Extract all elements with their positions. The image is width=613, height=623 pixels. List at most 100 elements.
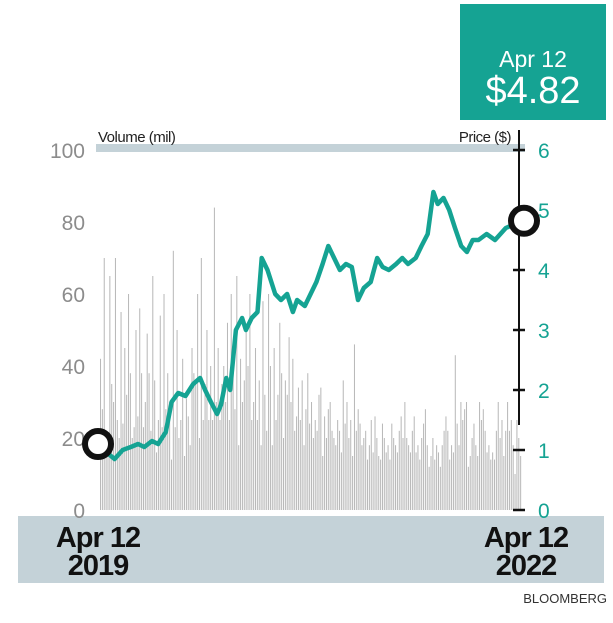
volume-bar xyxy=(266,430,268,510)
volume-bar xyxy=(432,438,434,510)
volume-bar xyxy=(507,402,509,510)
volume-bar xyxy=(124,348,126,510)
volume-bar xyxy=(467,466,469,510)
volume-bar xyxy=(340,452,342,510)
volume-bar xyxy=(249,294,251,510)
volume-bar xyxy=(484,430,486,510)
volume-bar xyxy=(512,445,514,510)
volume-bar xyxy=(172,250,174,511)
volume-bar xyxy=(215,402,217,510)
volume-bar xyxy=(296,416,298,510)
left-tick-label: 80 xyxy=(62,212,85,235)
volume-bar xyxy=(262,301,264,510)
x-label-start-line1: Apr 12 xyxy=(55,522,141,554)
volume-bar xyxy=(391,423,393,510)
volume-bar xyxy=(464,409,466,510)
volume-bar xyxy=(213,207,215,510)
volume-bar xyxy=(460,402,462,510)
volume-bar xyxy=(387,445,389,510)
volume-bar xyxy=(473,423,475,510)
volume-bar xyxy=(359,423,361,510)
left-axis-ticks: 0 20 40 60 80 100 xyxy=(50,140,85,523)
volume-bar xyxy=(381,423,383,510)
volume-bar xyxy=(128,294,130,510)
volume-bar xyxy=(458,445,460,510)
right-tick-label: 6 xyxy=(538,140,550,163)
volume-bar xyxy=(301,380,303,510)
volume-bar xyxy=(479,402,481,510)
volume-bar xyxy=(282,438,285,510)
volume-bar xyxy=(475,445,477,510)
volume-bar xyxy=(456,423,458,510)
volume-bar xyxy=(421,438,423,510)
volume-bar xyxy=(367,459,369,510)
x-label-start: Apr 12 2019 xyxy=(52,522,144,581)
volume-bar xyxy=(380,459,382,510)
volume-bar xyxy=(353,344,355,510)
volume-bar xyxy=(516,420,518,510)
volume-bar xyxy=(518,438,520,510)
volume-bar xyxy=(508,430,510,510)
volume-bar xyxy=(424,409,426,510)
volume-bar xyxy=(292,358,294,510)
callout-price: $4.82 xyxy=(485,70,581,112)
volume-bar xyxy=(297,387,299,510)
volume-bar xyxy=(400,416,402,510)
volume-bar xyxy=(378,456,380,510)
volume-bar xyxy=(408,445,410,510)
volume-bar xyxy=(288,337,290,510)
volume-bar xyxy=(142,427,144,510)
volume-bar xyxy=(365,430,367,510)
volume-bar xyxy=(187,416,189,510)
volume-bar xyxy=(210,366,212,510)
volume-bar xyxy=(428,466,430,510)
volume-bar xyxy=(247,366,249,510)
volume-bar xyxy=(277,394,279,510)
callout-date: Apr 12 xyxy=(499,46,567,72)
volume-bar xyxy=(169,402,171,510)
volume-bar xyxy=(129,373,131,510)
volume-bar xyxy=(122,423,124,510)
volume-bar xyxy=(339,430,341,510)
volume-bar xyxy=(490,459,492,510)
right-axis-ticks: 0 1 2 3 4 5 6 xyxy=(513,140,550,523)
volume-bar xyxy=(156,452,158,510)
volume-bar xyxy=(118,438,120,510)
left-tick-label: 0 xyxy=(73,500,85,523)
volume-bar xyxy=(241,402,243,510)
volume-bar xyxy=(404,402,406,510)
volume-bar xyxy=(271,445,273,510)
volume-bar xyxy=(311,402,313,510)
volume-bar xyxy=(462,420,464,510)
volume-bar xyxy=(176,330,178,510)
volume-bar xyxy=(184,456,186,510)
volume-bar xyxy=(103,258,105,510)
volume-bar xyxy=(202,420,204,510)
volume-bar xyxy=(480,420,482,510)
volume-bar xyxy=(465,402,468,510)
volume-bar xyxy=(157,420,159,510)
right-tick-label: 2 xyxy=(538,380,550,403)
volume-bar xyxy=(492,452,494,510)
volume-bar xyxy=(477,456,479,510)
volume-bar xyxy=(159,315,161,510)
volume-bar xyxy=(307,373,309,510)
volume-bar xyxy=(109,276,111,510)
volume-bar xyxy=(482,409,484,510)
volume-bar xyxy=(314,420,316,510)
volume-bar xyxy=(208,420,210,510)
volume-bar xyxy=(165,409,167,510)
volume-bar xyxy=(348,438,350,510)
volume-bar xyxy=(376,438,378,510)
volume-bar xyxy=(254,348,257,510)
volume-bar xyxy=(232,373,234,510)
volume-bar xyxy=(331,430,333,510)
right-tick-label: 4 xyxy=(538,260,550,283)
volume-bar xyxy=(316,430,318,510)
left-tick-label: 20 xyxy=(62,428,85,451)
volume-bar xyxy=(337,420,339,510)
volume-bar xyxy=(501,420,503,510)
left-axis-title: Volume (mil) xyxy=(98,129,176,146)
volume-bar xyxy=(402,438,404,510)
volume-bar xyxy=(322,456,324,510)
